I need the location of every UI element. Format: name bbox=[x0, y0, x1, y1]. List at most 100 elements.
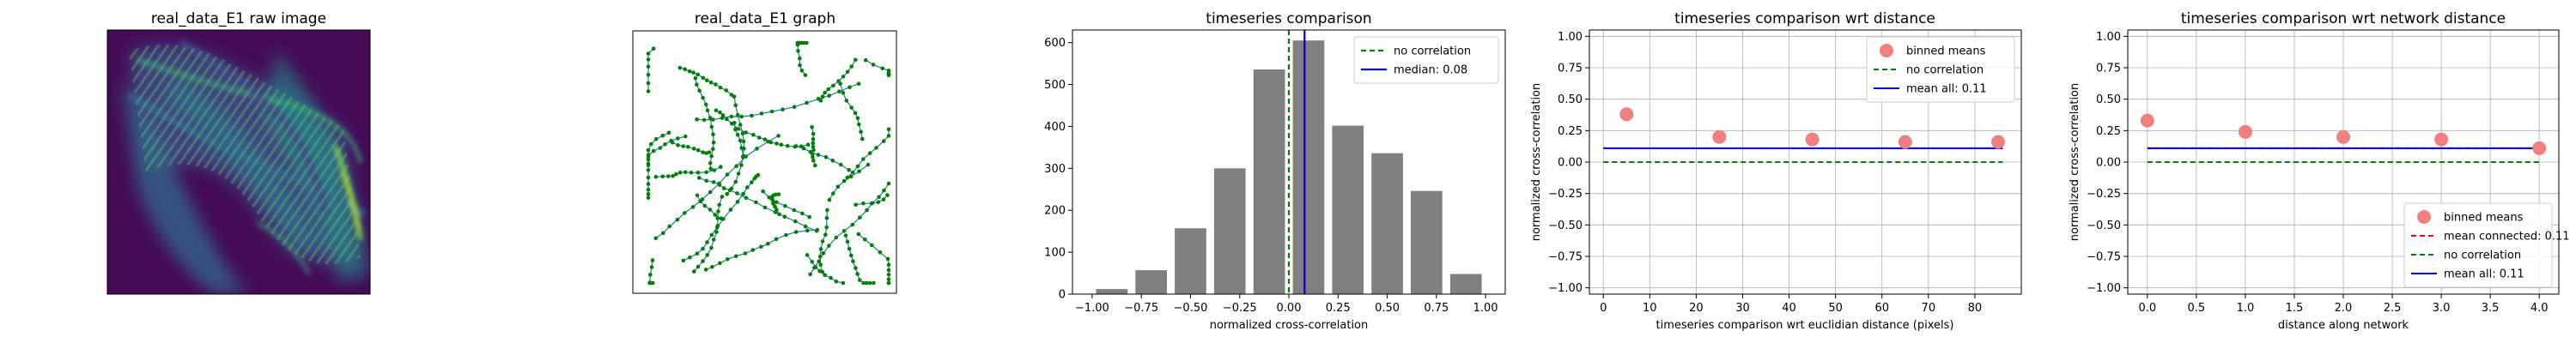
graph-node bbox=[695, 193, 700, 198]
graph-node bbox=[811, 144, 816, 149]
graph-node bbox=[861, 157, 866, 161]
graph-node bbox=[649, 265, 654, 269]
binned-mean-point bbox=[1898, 135, 1912, 149]
y-tick-label: 1.00 bbox=[2096, 31, 2121, 44]
graph-node bbox=[696, 72, 700, 77]
graph-node bbox=[820, 94, 825, 99]
graph-node bbox=[728, 208, 733, 212]
wrt-distance-title: timeseries comparison wrt distance bbox=[1674, 10, 1935, 27]
graph-node bbox=[880, 66, 885, 71]
graph-node bbox=[710, 265, 714, 269]
x-tick-label: 50 bbox=[1828, 302, 1843, 315]
raw-image bbox=[107, 30, 370, 294]
legend-label: binned means bbox=[1906, 45, 1986, 58]
graph-node bbox=[853, 111, 858, 116]
legend-box bbox=[2403, 202, 2553, 288]
graph-node bbox=[690, 205, 696, 209]
graph-node bbox=[721, 186, 726, 190]
graph-node bbox=[707, 150, 712, 154]
x-tick-label: 0 bbox=[1600, 302, 1607, 315]
graph-node bbox=[658, 146, 663, 150]
graph-node bbox=[886, 181, 891, 186]
graph-node bbox=[783, 203, 787, 208]
x-tick-label: −0.25 bbox=[1223, 302, 1257, 315]
graph-node bbox=[782, 214, 787, 219]
graph-node bbox=[714, 108, 719, 112]
graph-node bbox=[711, 238, 716, 242]
graph-node bbox=[812, 265, 817, 270]
graph-node bbox=[816, 153, 821, 157]
graph-node bbox=[855, 164, 860, 169]
graph-node bbox=[805, 100, 809, 105]
graph-node bbox=[708, 160, 713, 165]
graph-node bbox=[739, 163, 744, 167]
y-tick-label: −1.00 bbox=[1548, 282, 1583, 295]
graph-node bbox=[824, 225, 829, 230]
x-tick-label: 20 bbox=[1689, 302, 1704, 315]
graph-node bbox=[646, 72, 651, 77]
graph-node bbox=[646, 187, 651, 192]
legend-label: no correlation bbox=[2444, 250, 2521, 262]
x-tick-label: 4.0 bbox=[2530, 302, 2549, 315]
panel-graph: real_data_E1 graph bbox=[632, 10, 897, 294]
graph-edge bbox=[858, 233, 890, 283]
graph-node bbox=[729, 114, 734, 119]
graph-node bbox=[741, 153, 745, 159]
graph-node bbox=[798, 63, 802, 68]
panel-wrt-network-distance: timeseries comparison wrt network distan… bbox=[2069, 10, 2570, 332]
graph-node bbox=[696, 264, 701, 269]
y-tick-label: 300 bbox=[1044, 163, 1066, 176]
graph-node bbox=[817, 255, 823, 259]
graph-node bbox=[693, 75, 698, 81]
graph-node bbox=[761, 189, 765, 194]
graph-node bbox=[646, 175, 651, 180]
graph-node bbox=[870, 243, 874, 248]
graph-node bbox=[756, 172, 761, 178]
graph-node bbox=[829, 275, 833, 280]
graph-node bbox=[820, 239, 825, 244]
y-tick-label: 0.75 bbox=[1558, 63, 1583, 75]
graph-node bbox=[861, 201, 866, 206]
graph-node bbox=[708, 166, 713, 171]
graph-node bbox=[740, 131, 745, 136]
x-tick-label: 1.00 bbox=[1473, 302, 1498, 315]
graph-node bbox=[805, 253, 810, 257]
graph-network bbox=[646, 40, 891, 286]
graph-node bbox=[850, 170, 855, 175]
x-tick-label: 1.5 bbox=[2286, 302, 2304, 315]
graph-node bbox=[744, 130, 748, 135]
x-tick-label: 3.0 bbox=[2433, 302, 2451, 315]
x-tick-label: 70 bbox=[1922, 302, 1936, 315]
graph-node bbox=[697, 88, 702, 93]
graph-node bbox=[701, 95, 705, 100]
graph-node bbox=[886, 273, 891, 277]
graph-node bbox=[741, 191, 745, 196]
legend-label: mean connected: 0.11 bbox=[2444, 231, 2570, 244]
graph-node bbox=[683, 170, 688, 175]
graph-node bbox=[847, 246, 852, 251]
graph-node bbox=[835, 184, 841, 189]
graph-node bbox=[732, 120, 737, 125]
binned-mean-point bbox=[2532, 141, 2547, 155]
graph-node bbox=[700, 197, 705, 202]
graph-node bbox=[735, 112, 740, 117]
y-tick-label: 0.50 bbox=[2096, 93, 2121, 106]
graph-node bbox=[856, 232, 861, 237]
graph-node bbox=[793, 144, 798, 149]
legend-label: no correlation bbox=[1394, 45, 1471, 58]
graph-node bbox=[714, 82, 718, 87]
graph-node bbox=[815, 227, 820, 232]
graph-node bbox=[805, 228, 810, 233]
wrt-network-frame bbox=[2127, 29, 2560, 295]
graph-node bbox=[826, 87, 830, 92]
graph-node bbox=[886, 72, 891, 76]
graph-node bbox=[739, 114, 744, 119]
graph-node bbox=[817, 259, 821, 264]
graph-node bbox=[820, 269, 825, 274]
x-tick-label: 80 bbox=[1968, 302, 1983, 315]
graph-node bbox=[681, 258, 686, 263]
graph-node bbox=[689, 171, 694, 175]
graph-node bbox=[724, 88, 728, 93]
graph-node bbox=[716, 209, 720, 214]
